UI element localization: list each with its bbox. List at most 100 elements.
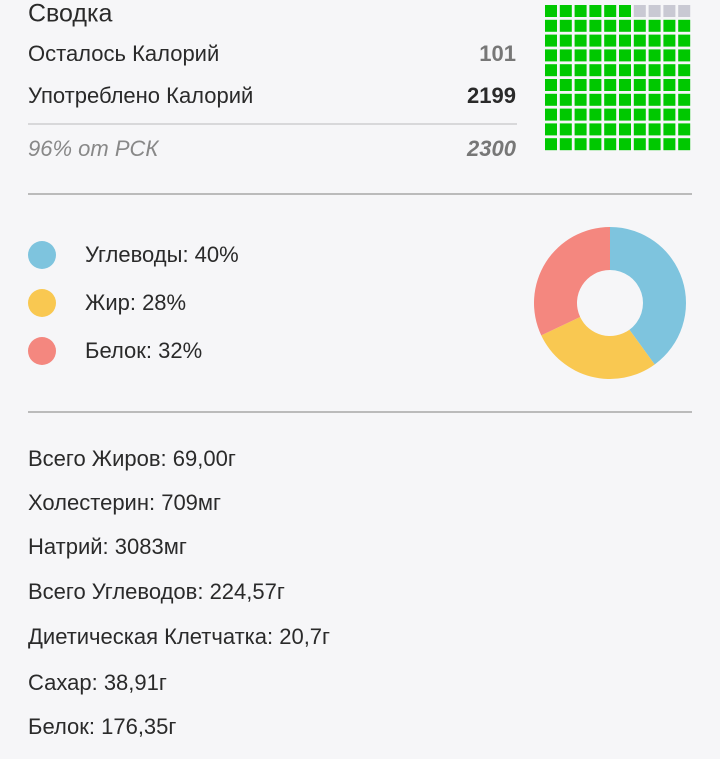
row-label: Осталось Калорий [28,41,219,66]
waffle-cell-filled [648,108,661,121]
waffle-cell-filled [619,79,631,91]
waffle-cell-filled [619,34,631,47]
waffle-cell-filled [678,34,691,47]
waffle-cell-filled [648,64,661,77]
waffle-cell-filled [619,93,631,106]
waffle-cell-filled [589,93,602,106]
waffle-cell-filled [648,49,661,62]
waffle-cell-filled [574,19,587,32]
waffle-cell-filled [589,64,602,77]
waffle-cell-filled [545,138,557,151]
waffle-cell-filled [619,64,631,77]
waffle-cell-filled [559,19,572,32]
waffle-cell-filled [589,108,602,121]
waffle-cell-filled [678,49,691,62]
waffle-cell-filled [574,34,587,47]
waffle-cell-filled [589,79,602,91]
waffle-cell-empty [678,5,691,17]
waffle-cell-filled [604,93,617,106]
waffle-cell-filled [545,79,557,91]
waffle-cell-filled [633,79,646,91]
waffle-cell-filled [678,19,691,32]
waffle-cell-filled [559,64,572,77]
waffle-cell-filled [545,93,557,106]
waffle-cell-filled [559,79,572,91]
waffle-cell-filled [545,49,557,62]
waffle-cell-filled [589,49,602,62]
waffle-cell-filled [589,5,602,17]
waffle-cell-filled [663,79,676,91]
waffle-cell-filled [559,108,572,121]
nutrient: Сахар: 38,91г [28,670,167,695]
waffle-cell-filled [574,138,587,151]
waffle-cell-filled [663,123,676,136]
waffle-cell-filled [619,138,631,151]
legend-dot [28,289,56,317]
waffle-cell-empty [663,5,676,17]
legend-label: Углеводы: 40% [85,242,239,267]
waffle-cell-filled [678,108,691,121]
donut-slice [610,227,687,365]
waffle-cell-filled [633,19,646,32]
waffle-cell-filled [619,108,631,121]
waffle-cell-filled [633,138,646,151]
title: Сводка [28,0,112,28]
waffle-cell-filled [619,19,631,32]
waffle-cell-filled [648,138,661,151]
waffle-cell-filled [545,19,557,32]
nutrient: Холестерин: 709мг [28,490,221,515]
waffle-cell-filled [589,19,602,32]
waffle-cell-filled [648,123,661,136]
waffle-cell-filled [663,49,676,62]
waffle-cell-filled [619,5,631,17]
waffle-cell-filled [559,34,572,47]
waffle-cell-filled [633,123,646,136]
waffle-cell-filled [633,34,646,47]
waffle-cell-filled [574,64,587,77]
donut-slice [541,317,655,380]
row-label: 96% от РСК [28,136,159,161]
waffle-cell-filled [678,123,691,136]
waffle-cell-filled [545,34,557,47]
row-value: 101 [479,41,516,66]
waffle-cell-filled [589,138,602,151]
waffle-cell-filled [633,93,646,106]
waffle-cell-filled [545,5,557,17]
waffle-cell-filled [663,138,676,151]
waffle-cell-filled [559,5,572,17]
waffle-cell-filled [663,64,676,77]
waffle-cell-filled [678,79,691,91]
waffle-cell-filled [648,19,661,32]
waffle-cell-filled [604,19,617,32]
waffle-cell-filled [648,93,661,106]
waffle-cell-filled [633,49,646,62]
waffle-cell-filled [574,49,587,62]
legend-dot [28,241,56,269]
waffle-cell-filled [559,123,572,136]
waffle-cell-filled [604,34,617,47]
waffle-cell-filled [604,49,617,62]
waffle-cell-filled [559,93,572,106]
legend-label: Жир: 28% [85,290,186,315]
waffle-cell-filled [633,64,646,77]
waffle-cell-filled [648,34,661,47]
waffle-cell-filled [619,123,631,136]
waffle-cell-filled [604,79,617,91]
waffle-cell-filled [574,123,587,136]
waffle-cell-filled [604,5,617,17]
waffle-cell-filled [574,108,587,121]
row-value: 2199 [467,83,516,108]
nutrient: Натрий: 3083мг [28,534,187,559]
nutrient: Белок: 176,35г [28,714,176,739]
waffle-cell-filled [589,123,602,136]
waffle-cell-filled [545,123,557,136]
waffle-cell-filled [545,108,557,121]
nutrient: Всего Углеводов: 224,57г [28,579,285,604]
donut-slice [534,227,610,336]
waffle-cell-filled [589,34,602,47]
waffle-cell-filled [604,64,617,77]
waffle-cell-filled [678,64,691,77]
waffle-cell-filled [604,138,617,151]
